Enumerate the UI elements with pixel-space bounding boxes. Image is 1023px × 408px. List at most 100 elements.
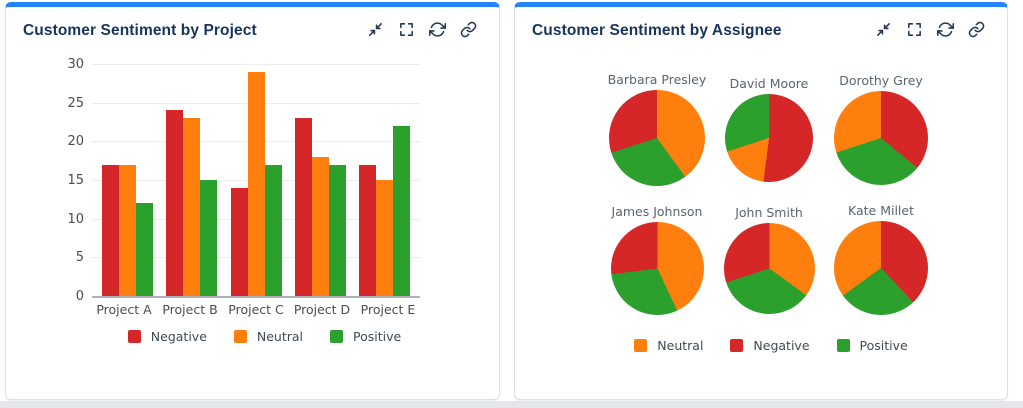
pie-chart-james-johnson[interactable] [610,221,704,315]
legend-label: Negative [150,329,207,344]
x-axis-labels: Project A Project B Project C Project D Proj… [92,302,420,317]
refresh-icon [428,21,446,41]
refresh-button[interactable] [936,22,954,40]
pie-title: Barbara Presley [607,72,707,87]
expand-button[interactable] [397,22,415,40]
bar-negative[interactable] [166,110,184,296]
refresh-icon [936,21,954,41]
bar-chart-legend: Negative Neutral Positive [6,329,499,344]
bar-positive[interactable] [393,125,410,296]
y-axis-tick-label: 30 [67,57,84,72]
y-axis-tick-label: 20 [67,134,84,150]
bar-neutral[interactable] [183,118,201,296]
bar-neutral[interactable] [376,180,393,296]
pie-cell: Barbara Presley [601,64,713,194]
bar-neutral[interactable] [311,156,329,296]
pie-chart-david-moore[interactable] [725,94,813,182]
collapse-icon [367,21,384,41]
legend-item-negative[interactable]: Negative [730,338,810,353]
assignee-sentiment-card: Customer Sentiment by Assignee Barbara P… [514,2,1008,400]
card-toolbar [874,21,985,41]
pie-cell: David Moore [713,64,825,194]
legend-swatch [730,339,744,352]
bar-negative[interactable] [230,187,248,296]
collapse-icon [875,21,892,41]
legend-swatch [634,339,648,352]
link-icon [460,21,477,41]
panel-title: Customer Sentiment by Assignee [532,22,782,39]
legend-item-neutral[interactable]: Neutral [233,329,304,344]
card-header: Customer Sentiment by Project [6,7,499,40]
legend-label: Neutral [256,329,304,344]
pie-chart-legend: Neutral Negative Positive [515,338,1007,353]
pie-cell: James Johnson [601,194,713,324]
x-axis-label: Project B [162,302,218,317]
bar-group-project-d [294,118,346,296]
link-icon [968,21,985,41]
pie-chart-barbara-presley[interactable] [609,90,705,186]
bar-neutral[interactable] [119,164,136,296]
bar-positive[interactable] [200,180,218,296]
legend-swatch [233,330,247,343]
bar-group-project-a [102,164,153,296]
bar-positive[interactable] [264,164,282,296]
expand-icon [398,21,415,41]
pie-cell: Kate Millet [825,194,937,324]
pie-chart-john-smith[interactable] [723,222,815,314]
project-sentiment-card: Customer Sentiment by Project 0 5 10 15 20 25… [5,2,500,400]
collapse-button[interactable] [874,22,892,40]
card-toolbar [366,21,477,41]
bar-group-project-c [230,71,282,296]
gridline [92,64,420,65]
y-axis-tick-label: 5 [75,250,84,266]
expand-button[interactable] [905,22,923,40]
bar-group-project-b [166,110,218,296]
pie-title: Dorothy Grey [839,73,923,88]
bar-neutral[interactable] [247,71,265,296]
bar-negative[interactable] [359,164,376,296]
pie-title: David Moore [729,76,809,91]
legend-swatch [836,339,850,352]
y-axis-tick-label: 15 [67,173,84,188]
x-axis-label: Project A [96,302,152,317]
pie-cell: John Smith [713,194,825,324]
pie-chart-dorothy-grey[interactable] [834,91,928,185]
bar-negative[interactable] [102,164,119,296]
pie-chart-kate-millet[interactable] [834,221,928,315]
legend-label: Negative [753,338,810,353]
pie-title: John Smith [735,204,803,220]
pie-grid: Barbara Presley David Moore Dorothy Grey Ja… [601,64,937,324]
collapse-button[interactable] [366,22,384,40]
y-axis-tick-label: 0 [75,289,84,304]
link-button[interactable] [967,21,985,41]
bar-negative[interactable] [294,118,312,296]
bar-positive[interactable] [328,164,346,296]
pie-title: Kate Millet [848,203,914,218]
link-button[interactable] [459,21,477,41]
legend-item-neutral[interactable]: Neutral [634,338,703,353]
legend-label: Positive [353,329,402,344]
x-axis-label: Project D [293,302,351,317]
pie-title: James Johnson [611,203,703,219]
bar-plot-area: 0 5 10 15 20 25 30 [67,57,420,304]
x-axis-label: Project C [228,302,284,317]
x-axis-label: Project E [360,302,416,317]
bar-positive[interactable] [136,203,153,296]
expand-icon [906,21,923,41]
card-header: Customer Sentiment by Assignee [515,7,1007,40]
legend-item-negative[interactable]: Negative [127,329,207,344]
legend-item-positive[interactable]: Positive [836,338,908,353]
bar-groups [92,66,420,296]
refresh-button[interactable] [428,22,446,40]
legend-swatch [127,330,141,343]
y-axis-tick-label: 10 [67,211,84,227]
legend-swatch [330,330,344,343]
panel-title: Customer Sentiment by Project [23,22,257,39]
bar-chart: 0 5 10 15 20 25 30 Project A Project B Project C… [6,40,499,344]
legend-item-positive[interactable]: Positive [330,329,401,344]
legend-label: Positive [859,338,908,353]
legend-label: Neutral [657,338,704,353]
pie-cell: Dorothy Grey [825,64,937,194]
